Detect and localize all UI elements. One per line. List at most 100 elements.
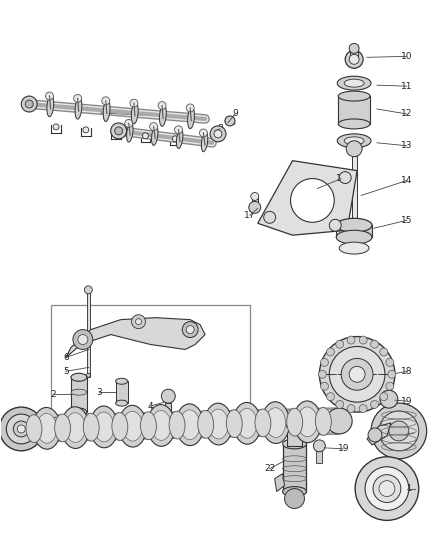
Text: 7: 7: [159, 111, 165, 120]
Ellipse shape: [116, 400, 127, 406]
Text: 22: 22: [264, 464, 276, 473]
Text: 18: 18: [401, 367, 413, 376]
Ellipse shape: [283, 487, 307, 497]
Ellipse shape: [337, 134, 371, 148]
Circle shape: [329, 219, 341, 231]
Text: 14: 14: [401, 176, 413, 185]
Ellipse shape: [339, 242, 369, 254]
Circle shape: [150, 123, 158, 131]
Ellipse shape: [26, 415, 42, 442]
Circle shape: [264, 212, 276, 223]
Ellipse shape: [283, 439, 307, 449]
Circle shape: [285, 489, 304, 508]
Text: 2: 2: [50, 390, 56, 399]
Text: 1: 1: [36, 419, 42, 429]
Text: 13: 13: [401, 141, 413, 150]
Circle shape: [125, 119, 133, 127]
Circle shape: [113, 130, 119, 136]
Circle shape: [251, 192, 259, 200]
Circle shape: [186, 326, 194, 334]
Ellipse shape: [159, 104, 166, 126]
Circle shape: [17, 425, 25, 433]
Circle shape: [130, 99, 138, 107]
Ellipse shape: [226, 410, 242, 438]
Text: 19: 19: [401, 397, 413, 406]
Circle shape: [290, 415, 300, 425]
Bar: [283, 444, 307, 491]
Circle shape: [85, 286, 92, 294]
Ellipse shape: [71, 389, 87, 395]
Circle shape: [46, 92, 53, 100]
Ellipse shape: [112, 413, 128, 440]
Bar: [286, 426, 303, 446]
Circle shape: [346, 141, 362, 157]
Text: 16: 16: [336, 174, 347, 183]
Bar: [252, 197, 258, 208]
Ellipse shape: [47, 95, 54, 117]
Text: 3: 3: [96, 387, 102, 397]
Circle shape: [349, 43, 359, 53]
Bar: [51, 305, 250, 429]
Ellipse shape: [315, 408, 331, 435]
Bar: [316, 451, 322, 463]
Bar: [338, 96, 370, 124]
Circle shape: [326, 393, 335, 401]
Ellipse shape: [201, 132, 208, 152]
Circle shape: [379, 411, 419, 451]
Circle shape: [326, 348, 335, 356]
Ellipse shape: [152, 126, 158, 146]
Circle shape: [355, 457, 419, 520]
Circle shape: [210, 126, 226, 142]
Circle shape: [7, 414, 36, 444]
Circle shape: [214, 130, 222, 138]
Ellipse shape: [116, 378, 127, 384]
Circle shape: [135, 319, 141, 325]
Circle shape: [371, 403, 427, 459]
Bar: [385, 407, 393, 425]
Circle shape: [326, 408, 352, 434]
Circle shape: [102, 97, 110, 105]
Bar: [116, 381, 127, 403]
Text: 19: 19: [337, 445, 349, 454]
Circle shape: [53, 124, 59, 130]
Text: 5: 5: [63, 367, 69, 376]
Ellipse shape: [71, 408, 87, 416]
Ellipse shape: [286, 422, 303, 430]
Circle shape: [199, 129, 208, 137]
Circle shape: [321, 358, 328, 366]
Circle shape: [111, 123, 127, 139]
Circle shape: [131, 314, 145, 329]
Bar: [165, 403, 171, 415]
Ellipse shape: [127, 123, 133, 142]
Circle shape: [386, 382, 394, 390]
Circle shape: [389, 421, 409, 441]
Circle shape: [25, 100, 33, 108]
Circle shape: [115, 127, 123, 135]
Circle shape: [379, 481, 395, 497]
Ellipse shape: [187, 107, 194, 128]
Circle shape: [74, 94, 81, 102]
Ellipse shape: [233, 402, 261, 444]
Ellipse shape: [119, 405, 146, 447]
Ellipse shape: [180, 410, 200, 440]
Ellipse shape: [83, 413, 99, 441]
Text: 10: 10: [401, 52, 413, 61]
Ellipse shape: [293, 401, 321, 443]
Circle shape: [349, 366, 365, 382]
Ellipse shape: [266, 408, 286, 438]
Ellipse shape: [344, 79, 364, 87]
Ellipse shape: [33, 407, 60, 449]
Ellipse shape: [336, 230, 372, 244]
Ellipse shape: [141, 412, 156, 440]
Ellipse shape: [338, 91, 370, 101]
Text: 11: 11: [401, 82, 413, 91]
Bar: [336, 225, 372, 237]
Ellipse shape: [71, 373, 87, 381]
Circle shape: [347, 336, 355, 344]
Circle shape: [172, 136, 178, 142]
Ellipse shape: [65, 413, 85, 442]
Ellipse shape: [169, 411, 185, 439]
Circle shape: [380, 393, 388, 401]
Circle shape: [182, 321, 198, 337]
Circle shape: [336, 400, 344, 408]
